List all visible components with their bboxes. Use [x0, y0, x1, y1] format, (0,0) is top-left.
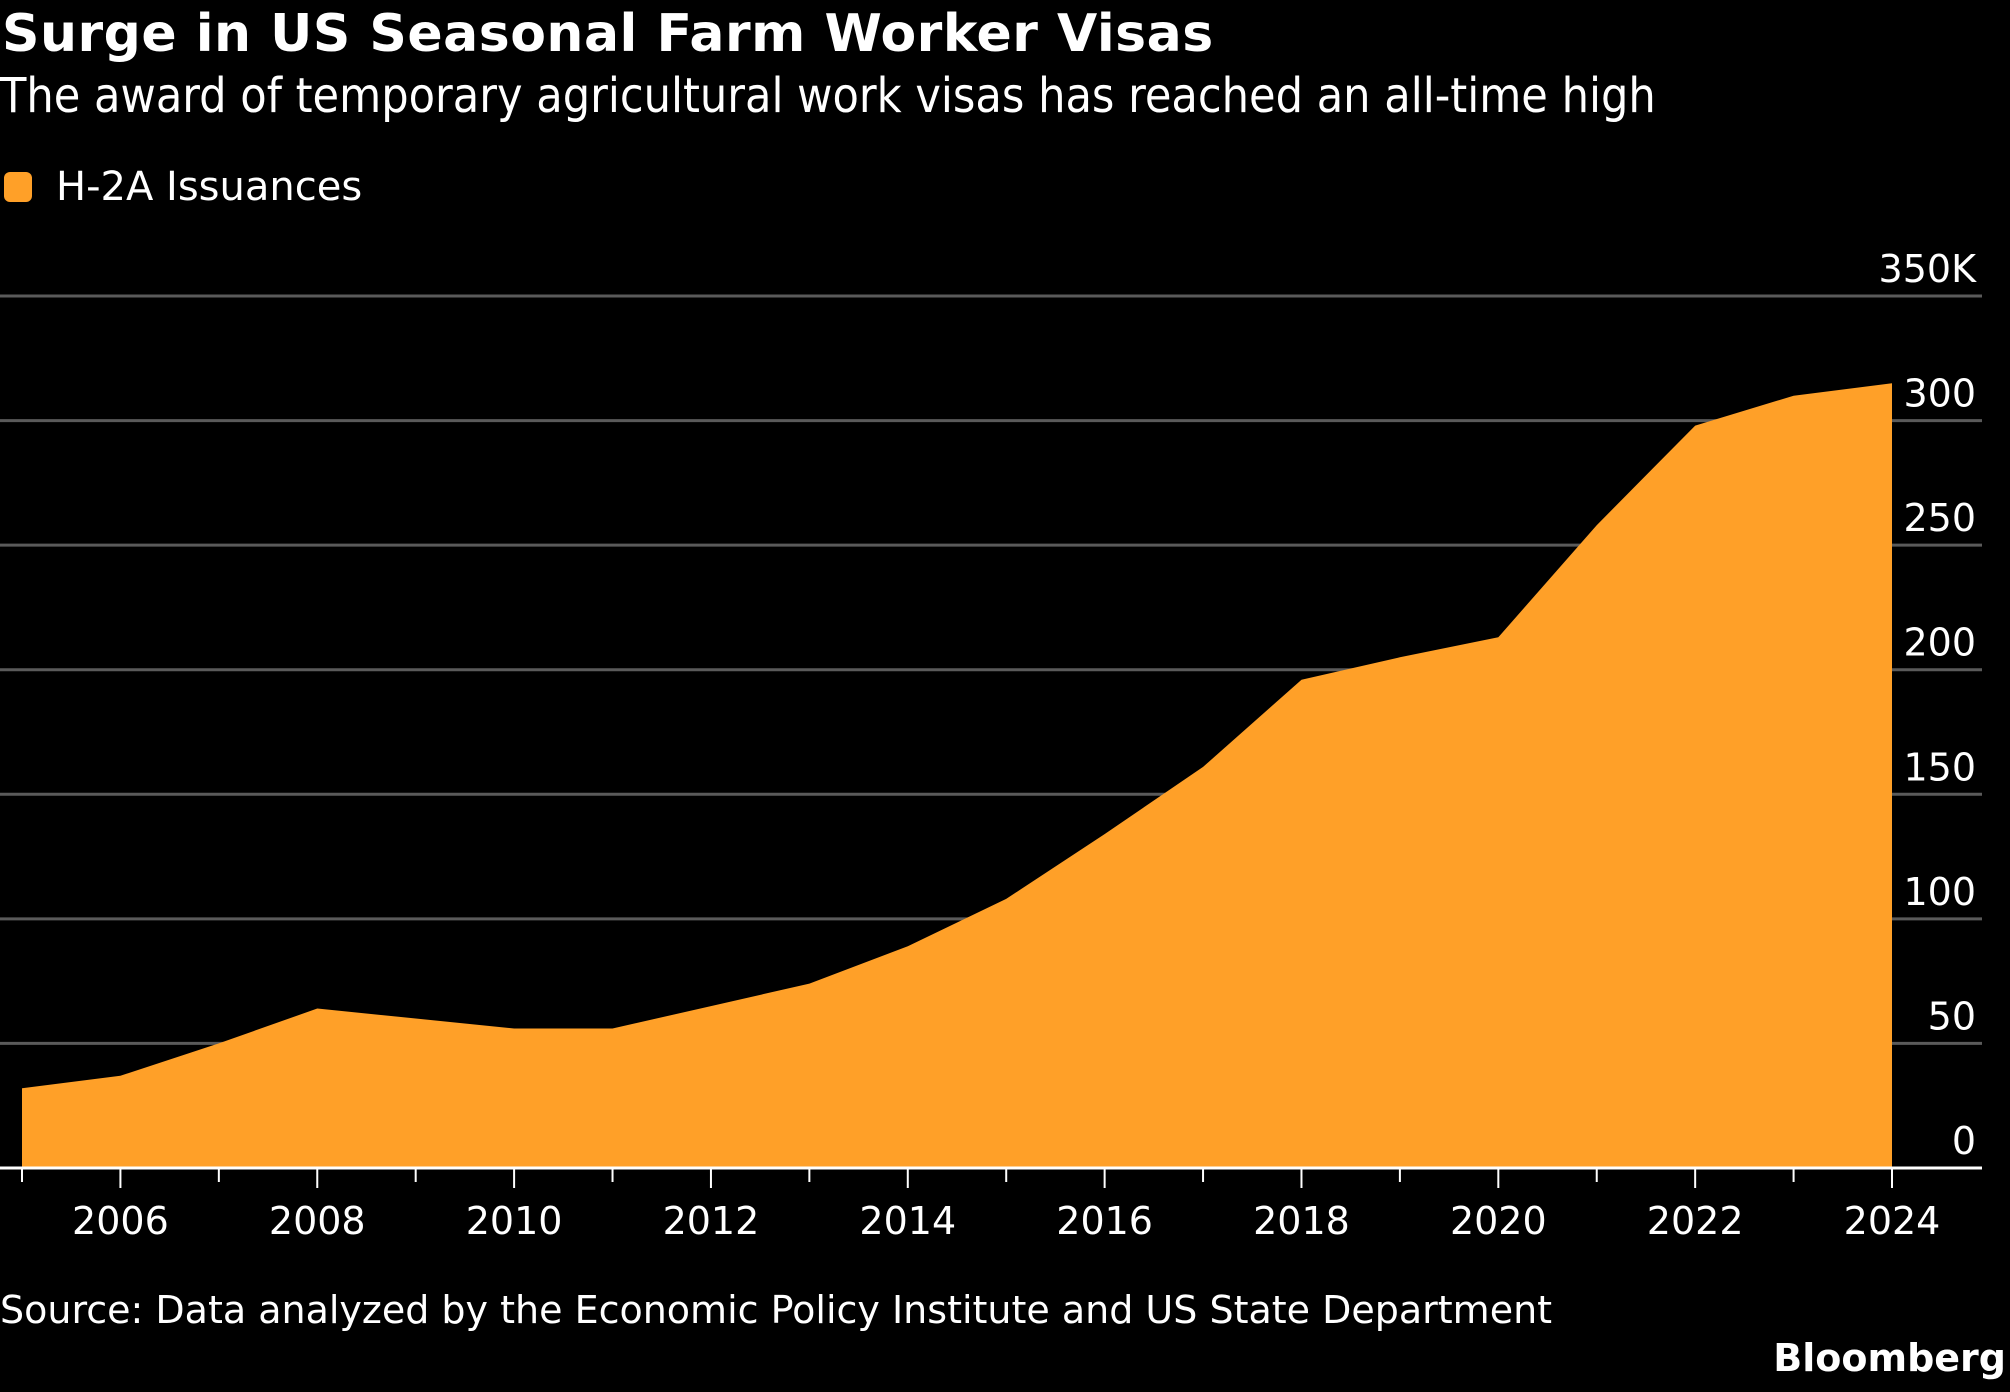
chart-subtitle: The award of temporary agricultural work… — [0, 68, 1656, 124]
legend: H-2A Issuances — [4, 164, 362, 210]
area-chart: 0 50 100 150 200 250 300 350K 2006 2008 2010 2012 20… — [0, 247, 1982, 1243]
y-tick-label: 300 — [1903, 372, 1976, 416]
legend-label: H-2A Issuances — [56, 164, 363, 210]
y-tick-label: 350K — [1879, 247, 1978, 291]
x-tick-label: 2014 — [859, 1199, 956, 1243]
x-tick-label: 2020 — [1450, 1199, 1547, 1243]
y-tick-label: 150 — [1903, 745, 1976, 789]
x-tick-label: 2008 — [269, 1199, 366, 1243]
x-tick-label: 2012 — [663, 1199, 760, 1243]
x-tick-label: 2022 — [1647, 1199, 1744, 1243]
y-tick-label: 200 — [1903, 621, 1976, 665]
x-tick-label: 2024 — [1844, 1199, 1941, 1243]
y-tick-label: 250 — [1903, 496, 1976, 540]
chart-title: Surge in US Seasonal Farm Worker Visas — [2, 4, 1214, 64]
area-series-h2a — [22, 383, 1892, 1168]
x-tick-label: 2010 — [466, 1199, 563, 1243]
x-tick-label: 2016 — [1056, 1199, 1153, 1243]
bloomberg-logo: Bloomberg — [1773, 1336, 2006, 1380]
legend-swatch-icon — [4, 172, 32, 202]
source-note: Source: Data analyzed by the Economic Po… — [0, 1288, 1553, 1332]
x-tick-label: 2006 — [72, 1199, 169, 1243]
x-tick-label: 2018 — [1253, 1199, 1350, 1243]
y-tick-label: 100 — [1903, 870, 1976, 914]
y-tick-label: 50 — [1928, 994, 1976, 1038]
y-tick-label: 0 — [1952, 1119, 1976, 1163]
